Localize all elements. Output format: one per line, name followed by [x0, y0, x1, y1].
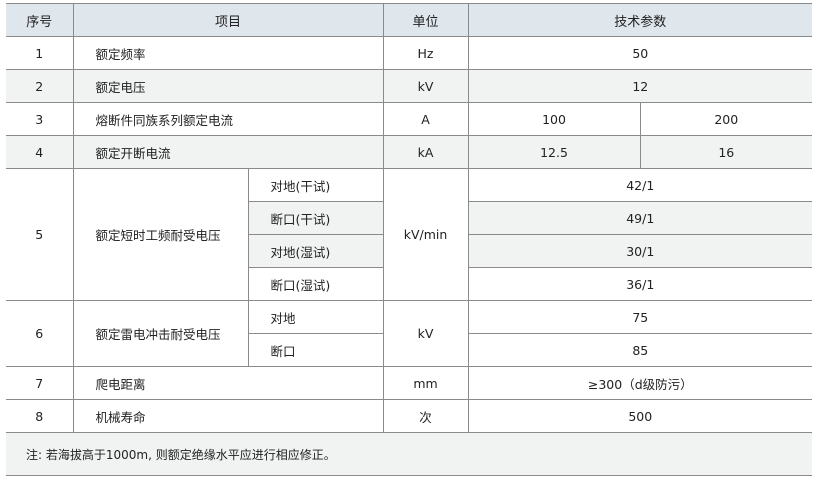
row-value-2: 200: [639, 102, 813, 136]
note-row: 注: 若海拔高于1000m, 则额定绝缘水平应进行相应修正。: [6, 432, 813, 476]
row-unit: 次: [382, 399, 469, 433]
sub-value: 75: [467, 300, 813, 334]
sub-value: 42/1: [467, 168, 813, 202]
header-no: 序号: [6, 3, 74, 37]
row-value: ≥300（d级防污）: [467, 366, 813, 400]
sub-value: 49/1: [467, 201, 813, 235]
table-subrow: 断口(干试) 49/1: [6, 201, 813, 235]
row-no: 3: [6, 102, 74, 136]
row-value: 50: [467, 36, 813, 70]
sub-label: 断口(干试): [248, 201, 384, 235]
sub-label: 对地(湿试): [248, 234, 384, 268]
row-unit: Hz: [382, 36, 469, 70]
row-no: 8: [6, 399, 74, 433]
table-row: 2 额定电压 kV 12: [6, 69, 813, 103]
row-item: 额定雷电冲击耐受电压: [72, 300, 249, 367]
row-value: 500: [467, 399, 813, 433]
row-no: 1: [6, 36, 74, 70]
row-no: 4: [6, 135, 74, 169]
table-row: 1 额定频率 Hz 50: [6, 36, 813, 70]
table-subrow: 对地(湿试) 30/1: [6, 234, 813, 268]
row-item: 额定开断电流: [72, 135, 384, 169]
row-unit: kV: [382, 300, 469, 367]
sub-value: 85: [467, 333, 813, 367]
row-no: 2: [6, 69, 74, 103]
row-unit: mm: [382, 366, 469, 400]
row-no: 6: [6, 300, 74, 367]
table-row: 7 爬电距离 mm ≥300（d级防污）: [6, 366, 813, 400]
table-row: 4 额定开断电流 kA 12.5 16: [6, 135, 813, 169]
row-unit: A: [382, 102, 469, 136]
row-item: 额定频率: [72, 36, 384, 70]
table-row: 6 额定雷电冲击耐受电压 对地 kV 75: [6, 300, 813, 367]
row-item: 额定短时工频耐受电压: [72, 168, 249, 301]
row-item: 额定电压: [72, 69, 384, 103]
table-row: 3 熔断件同族系列额定电流 A 100 200: [6, 102, 813, 136]
sub-label: 断口(湿试): [248, 267, 384, 301]
header-spec: 技术参数: [467, 3, 813, 37]
row-no: 5: [6, 168, 74, 301]
footnote: 注: 若海拔高于1000m, 则额定绝缘水平应进行相应修正。: [6, 432, 813, 476]
header-item: 项目: [72, 3, 384, 37]
row-unit: kV: [382, 69, 469, 103]
row-value-1: 100: [467, 102, 641, 136]
sub-value: 30/1: [467, 234, 813, 268]
row-value: 12: [467, 69, 813, 103]
sub-label: 对地(干试): [247, 168, 384, 202]
header-row: 序号 项目 单位 技术参数: [6, 3, 813, 37]
spec-table: 序号 项目 单位 技术参数 1 额定频率 Hz 50 2 额定电压 kV 12 …: [6, 3, 813, 476]
row-item: 熔断件同族系列额定电流: [72, 102, 384, 136]
row-value-1: 12.5: [467, 135, 641, 169]
sub-label: 断口: [248, 333, 384, 367]
row-item: 机械寿命: [72, 399, 384, 433]
header-unit: 单位: [382, 3, 469, 37]
row-item: 爬电距离: [72, 366, 384, 400]
table-row: 5 额定短时工频耐受电压 对地(干试) kV/min 42/1: [6, 168, 813, 301]
row-unit: kA: [382, 135, 469, 169]
row-no: 7: [6, 366, 74, 400]
sub-label: 对地: [247, 300, 384, 334]
row-unit: kV/min: [382, 168, 469, 301]
table-row: 8 机械寿命 次 500: [6, 399, 813, 433]
sub-value: 36/1: [467, 267, 813, 301]
row-value-2: 16: [639, 135, 813, 169]
